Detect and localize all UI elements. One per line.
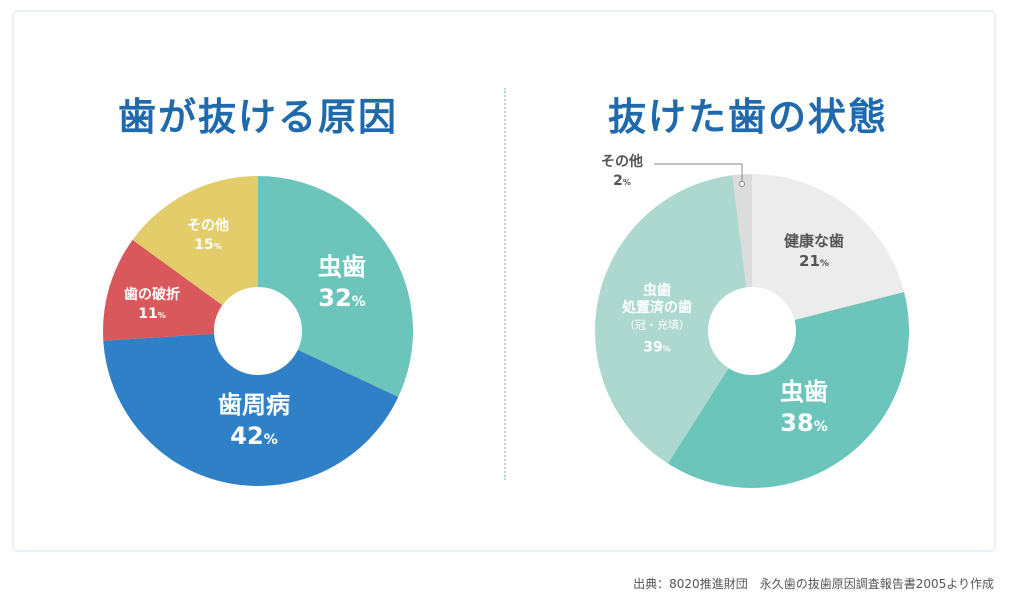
slice-label: その他 — [187, 217, 229, 234]
pie-slice — [667, 291, 910, 489]
slice-label: 処置済の歯 — [621, 299, 692, 316]
leader-line — [654, 163, 743, 183]
pie-slice — [594, 175, 747, 464]
slice-label: 歯周病 — [218, 391, 290, 419]
pie-slice — [752, 174, 905, 321]
slice-value: 38% — [780, 409, 827, 437]
slice-value: 15% — [194, 237, 222, 253]
slice-value: 39% — [643, 339, 671, 355]
slice-label: （冠・充填） — [624, 318, 690, 332]
chart-title-states: 抜けた歯の状態 — [608, 95, 889, 139]
slice-label: 虫歯 — [780, 378, 828, 406]
pie-slice — [732, 174, 752, 288]
chart-title-causes: 歯が抜ける原因 — [118, 95, 399, 139]
pie-slice — [102, 239, 223, 341]
source-note: 出典：8020推進財団 永久歯の抜歯原因調査報告書2005より作成 — [633, 577, 994, 591]
slice-value: 32% — [318, 284, 365, 312]
slice-label: 虫歯 — [643, 282, 671, 299]
pie-slice — [132, 176, 258, 306]
slice-value: 2% — [613, 173, 631, 189]
divider — [504, 88, 506, 480]
slice-value: 42% — [230, 422, 277, 450]
slice-label: その他 — [601, 153, 643, 170]
slice-value: 11% — [138, 306, 166, 322]
leader-dot — [739, 181, 745, 187]
pie-slice — [258, 176, 413, 397]
slice-value: 21% — [799, 252, 829, 270]
pie-slice — [103, 333, 399, 486]
pie-chart-causes: 虫歯 32% 歯周病 42% 歯の破折 11% その他 15% — [102, 176, 413, 486]
slice-label: 健康な歯 — [784, 232, 844, 250]
slice-label: 歯の破折 — [124, 286, 180, 303]
slice-label: 虫歯 — [318, 253, 366, 281]
